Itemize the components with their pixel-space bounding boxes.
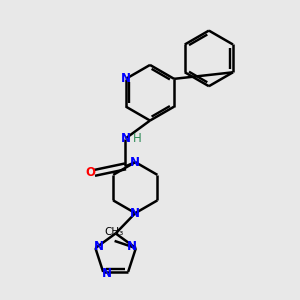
Text: CH₃: CH₃ [104, 227, 124, 237]
Text: N: N [130, 207, 140, 220]
Text: N: N [102, 267, 112, 280]
Text: N: N [121, 72, 131, 85]
Text: O: O [85, 167, 95, 179]
Text: N: N [121, 132, 130, 145]
Text: N: N [94, 240, 104, 253]
Text: N: N [130, 156, 140, 169]
Text: N: N [127, 240, 137, 253]
Text: H: H [133, 132, 141, 145]
